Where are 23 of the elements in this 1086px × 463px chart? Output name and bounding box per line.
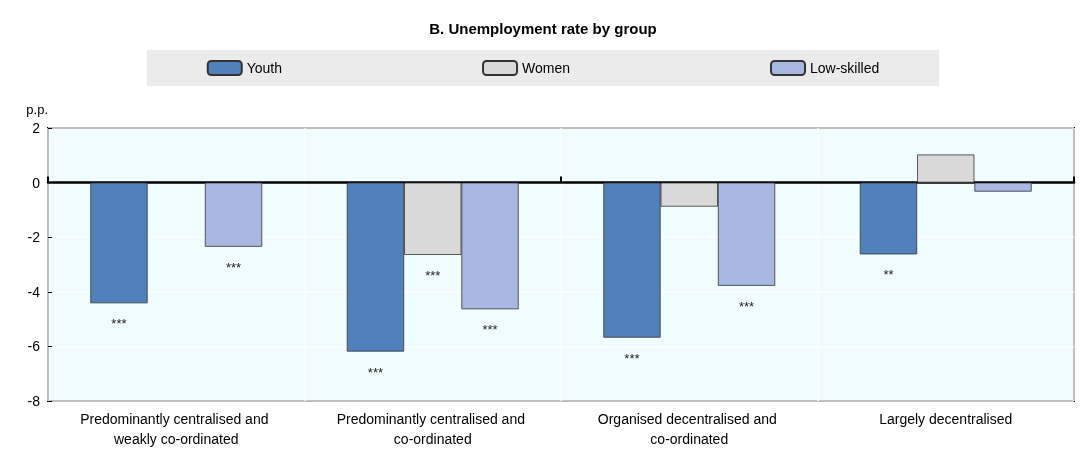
chart-title: B. Unemployment rate by group: [429, 20, 657, 37]
y-tick-label: -2: [27, 229, 41, 246]
data-label: **: [883, 267, 894, 283]
data-label: ***: [225, 259, 242, 275]
x-tick-label: Predominantly centralised and weakly co-ordinated: [80, 411, 273, 447]
legend-label: Low-skilled: [810, 60, 880, 76]
y-tick-label: -4: [27, 283, 41, 300]
data-label: ***: [425, 267, 441, 283]
x-tick-label: Largely decentralised: [879, 411, 1013, 427]
y-tick-label: -8: [27, 393, 41, 409]
y-tick-label: -6: [27, 338, 41, 355]
y-tick-label: 2: [32, 120, 41, 136]
data-label: ***: [624, 350, 640, 366]
y-tick-label: 0: [32, 174, 41, 191]
x-tick-label: Predominantly centralised and co-ordinated: [336, 411, 529, 447]
legend-label: Youth: [246, 60, 283, 76]
data-label: ***: [482, 322, 498, 338]
data-label: ***: [738, 298, 755, 314]
y-axis-title: p.p.: [26, 102, 48, 117]
x-tick-label: Organised decentralised and co-ordinated: [597, 411, 781, 447]
data-label: ***: [111, 316, 127, 332]
legend-label: Women: [522, 60, 571, 76]
data-label: ***: [367, 364, 384, 380]
